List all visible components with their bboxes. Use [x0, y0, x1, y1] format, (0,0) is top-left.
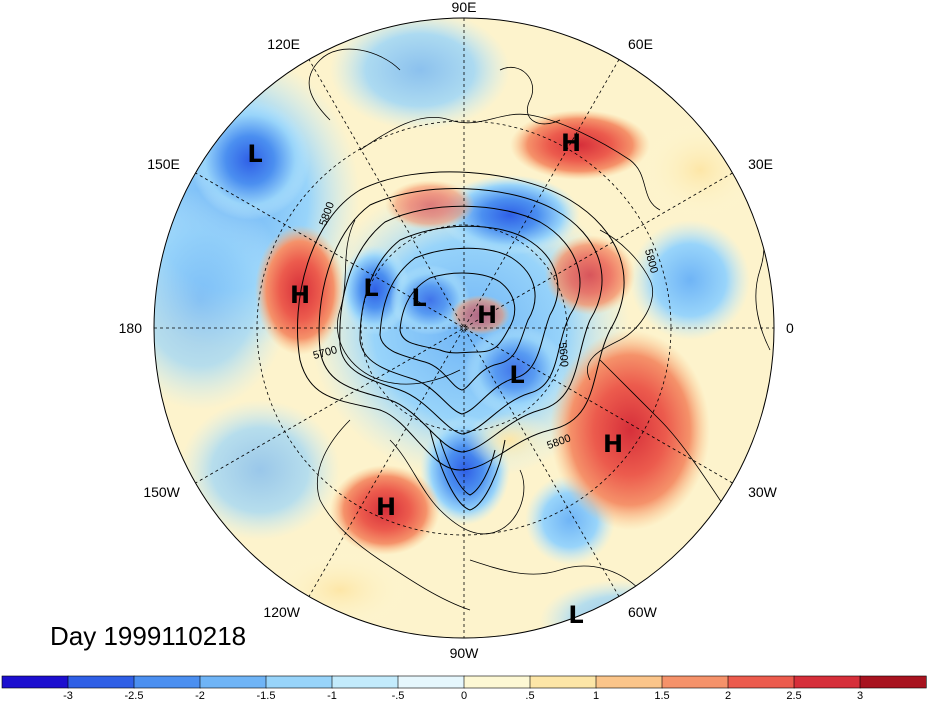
- colorbar-swatch-1: [67, 675, 135, 689]
- graticule: [154, 18, 774, 638]
- pressure-center-high-east-pacific: H: [376, 493, 396, 521]
- pressure-center-high-arctic: H: [477, 301, 497, 329]
- colorbar-swatch-0: [1, 675, 69, 689]
- anomaly-field: [154, 18, 774, 638]
- colorbar: -3 -2.5 -2 -1.5 -1 -.5 0 .5 1 1.5 2 2.5 3: [1, 675, 927, 702]
- pressure-center-high-north-pacific: H: [290, 281, 310, 309]
- lon-label-1: 60E: [628, 36, 653, 52]
- lon-label-9: 180: [119, 320, 143, 336]
- lon-label-10: 150E: [147, 156, 180, 172]
- colorbar-tick-5: -.5: [392, 690, 405, 702]
- pressure-center-labels: L H H L L H L H H L: [247, 129, 623, 629]
- pressure-center-low-canadian-arctic: L: [509, 361, 524, 389]
- lon-label-5: 60W: [628, 604, 658, 620]
- colorbar-swatch-4: [265, 675, 333, 689]
- pressure-center-low-east-asia: L: [247, 140, 262, 168]
- colorbar-swatch-5: [331, 675, 399, 689]
- day-title: Day 1999110218: [50, 621, 246, 651]
- colorbar-tick-8: 1: [593, 690, 599, 702]
- lon-label-0: 90E: [452, 0, 477, 15]
- contour-label-3: 5600: [556, 342, 570, 367]
- colorbar-swatch-7: [463, 675, 531, 689]
- pressure-center-low-siberia-north: L: [411, 284, 426, 312]
- map-boundary: [153, 17, 775, 639]
- pressure-center-high-north-atlantic: H: [603, 430, 623, 458]
- colorbar-swatch-10: [661, 675, 729, 689]
- colorbar-tick-7: .5: [525, 690, 534, 702]
- colorbar-swatch-3: [199, 675, 267, 689]
- lon-label-6: 90W: [450, 645, 480, 661]
- colorbar-tick-1: -2.5: [125, 690, 144, 702]
- colorbar-tick-6: 0: [461, 690, 467, 702]
- colorbar-swatch-12: [793, 675, 861, 689]
- pressure-center-low-east-siberia: L: [363, 274, 378, 302]
- colorbar-tick-2: -2: [195, 690, 205, 702]
- lon-label-2: 30E: [748, 156, 773, 172]
- colorbar-swatch-8: [529, 675, 597, 689]
- colorbar-swatch-6: [397, 675, 465, 689]
- lon-label-11: 120E: [267, 36, 300, 52]
- lon-label-7: 120W: [263, 604, 300, 620]
- colorbar-swatch-2: [133, 675, 201, 689]
- colorbar-swatch-11: [727, 675, 795, 689]
- colorbar-swatch-13: [859, 675, 927, 689]
- colorbar-tick-10: 2: [725, 690, 731, 702]
- colorbar-tick-3: -1.5: [257, 690, 276, 702]
- longitude-labels: 90E 60E 30E 0 30W 60W 90W 120W 150W 180 150E 120E: [119, 0, 794, 661]
- colorbar-tick-11: 2.5: [786, 690, 801, 702]
- lon-label-3: 0: [786, 320, 794, 336]
- pressure-center-high-central-russia: H: [561, 129, 581, 157]
- lon-label-4: 30W: [748, 484, 778, 500]
- coastlines: [308, 48, 771, 611]
- colorbar-tick-12: 3: [857, 690, 863, 702]
- colorbar-swatch-9: [595, 675, 663, 689]
- pressure-center-low-south-america: L: [568, 601, 583, 629]
- colorbar-tick-0: -3: [63, 690, 73, 702]
- lon-label-8: 150W: [143, 484, 180, 500]
- colorbar-tick-4: -1: [327, 690, 337, 702]
- colorbar-tick-9: 1.5: [654, 690, 669, 702]
